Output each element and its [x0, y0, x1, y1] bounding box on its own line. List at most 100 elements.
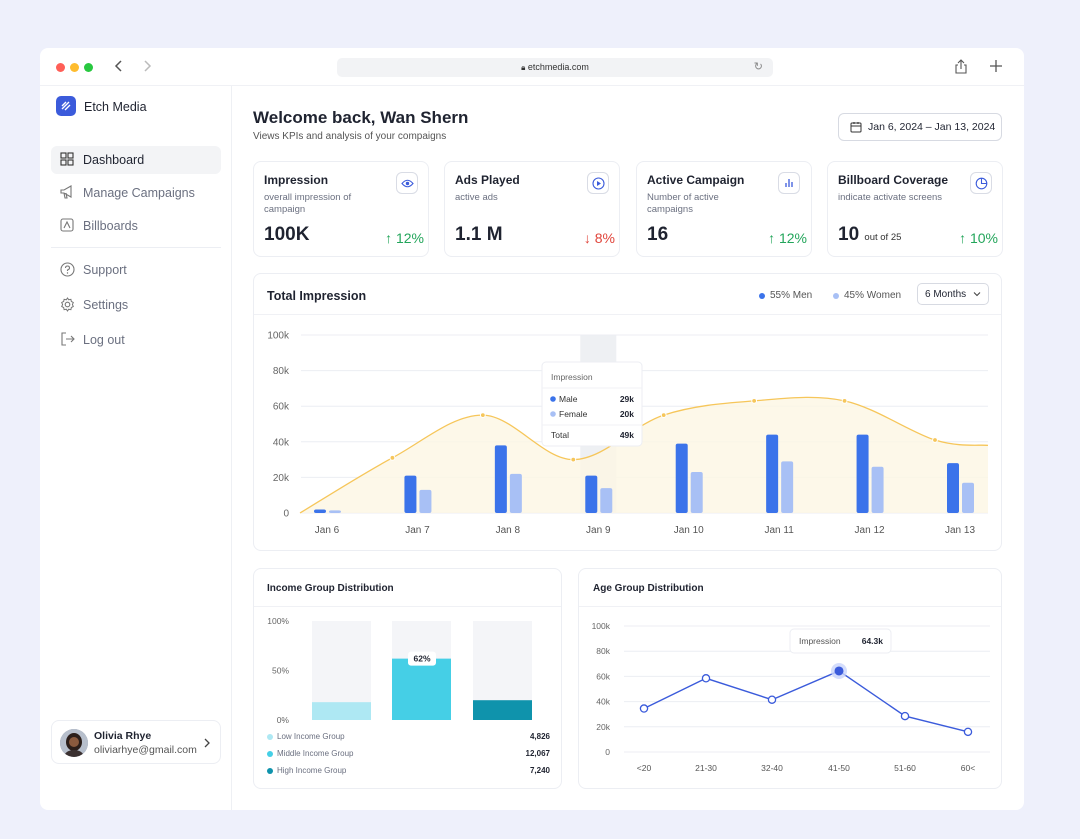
nav-support[interactable]: Support — [51, 256, 221, 284]
x-tick-label: 51-60 — [894, 763, 916, 773]
legend-women: 45% Women — [833, 290, 901, 301]
nav-manage-campaigns[interactable]: Manage Campaigns — [51, 179, 221, 207]
income-bar — [392, 658, 451, 720]
total-impression-title: Total Impression — [267, 289, 367, 303]
income-badge-label: 62% — [413, 654, 430, 664]
eye-icon[interactable] — [396, 172, 418, 194]
nav-dashboard[interactable]: Dashboard — [51, 146, 221, 174]
card-header-divider — [579, 606, 1001, 607]
brand-name: Etch Media — [84, 100, 147, 114]
close-window-button[interactable] — [56, 63, 65, 72]
address-bar[interactable]: 🔒︎ etchmedia.com ↻ — [337, 58, 773, 77]
kpi-value-number: 100K — [264, 224, 310, 245]
kpi-change: ↓ 8% — [583, 230, 615, 246]
y-tick-label: 40k — [596, 697, 610, 707]
income-title: Income Group Distribution — [267, 583, 394, 594]
chart-tooltip: Impression Male 29k Female 20k Total 49k — [541, 361, 643, 447]
legend-men-label: 55% Men — [770, 290, 813, 301]
forward-icon[interactable] — [141, 58, 153, 79]
x-tick-label: <20 — [637, 763, 652, 773]
date-range-label: Jan 6, 2024 – Jan 13, 2024 — [868, 121, 996, 133]
minimize-window-button[interactable] — [70, 63, 79, 72]
tooltip-total-label: Total — [551, 430, 569, 440]
kpi-subtitle: Number of active campaigns — [647, 192, 719, 215]
kpi-value: 1.1 M — [455, 224, 503, 246]
x-tick-label: Jan 13 — [945, 525, 975, 536]
brand-logo[interactable] — [56, 96, 76, 116]
maximize-window-button[interactable] — [84, 63, 93, 72]
bar-male — [494, 445, 507, 513]
nav-billboards[interactable]: Billboards — [51, 212, 221, 240]
tooltip-title: Impression — [551, 372, 593, 382]
kpi-card-active-campaign: Active Campaign Number of active campaig… — [636, 161, 812, 257]
kpi-title: Billboard Coverage — [838, 173, 949, 187]
age-chart: 0 20k 40k 60k 80k 100k <20 21-30 32-40 41-50 51-60… — [592, 621, 990, 773]
kpi-card-impression: Impression overall impression of campaig… — [253, 161, 429, 257]
bar-female — [509, 473, 522, 513]
kpi-value: 16 — [647, 224, 668, 246]
user-card[interactable]: Olivia Rhye oliviarhye@gmail.com — [51, 720, 221, 764]
gear-icon — [60, 297, 76, 313]
reload-icon[interactable]: ↻ — [753, 61, 763, 73]
income-distribution-card: Income Group Distribution 0% 50% 100% 62% L… — [253, 568, 562, 789]
tooltip-male-value: 29k — [620, 394, 634, 404]
kpi-card-billboard-coverage: Billboard Coverage indicate activate scr… — [827, 161, 1003, 257]
avatar — [60, 729, 88, 757]
new-tab-icon[interactable] — [989, 59, 1003, 78]
bar-female — [871, 466, 884, 513]
tooltip-box — [789, 628, 892, 654]
income-badge-box — [408, 651, 436, 666]
tooltip-female-value: 20k — [620, 409, 634, 419]
date-range-picker[interactable]: Jan 6, 2024 – Jan 13, 2024 — [838, 113, 1002, 141]
nav-billboards-label: Billboards — [83, 219, 138, 233]
kpi-subtitle: indicate activate screens — [838, 192, 943, 203]
nav-settings[interactable]: Settings — [51, 291, 221, 319]
y-tick-label: 0% — [277, 715, 290, 725]
kpi-value-number: 1.1 M — [455, 224, 503, 245]
bar-male — [856, 434, 869, 513]
user-name: Olivia Rhye — [94, 730, 152, 742]
impression-point — [660, 412, 667, 418]
kpi-subtitle: active ads — [455, 192, 498, 203]
bar-female — [962, 482, 974, 513]
period-select[interactable]: 6 Months — [917, 283, 989, 305]
x-tick-label: Jan 10 — [674, 525, 704, 536]
age-point — [639, 704, 649, 713]
impression-point — [932, 437, 938, 443]
legend-row-middle-income: Middle Income Group 12,067 — [267, 748, 550, 765]
bar-female — [419, 489, 432, 513]
nav-settings-label: Settings — [83, 298, 129, 312]
kpi-title: Impression — [264, 173, 329, 187]
legend-men-swatch — [759, 292, 765, 299]
age-distribution-card: Age Group Distribution 0 20k 40k 60k 80k 100k… — [578, 568, 1002, 789]
legend-swatch — [267, 751, 273, 757]
x-tick-label: 21-30 — [695, 763, 717, 773]
kpi-value: 10 out of 25 — [838, 224, 901, 246]
y-tick-label: 100% — [267, 616, 289, 626]
legend-value: 12,067 — [525, 749, 550, 758]
bar-male — [766, 434, 779, 513]
nav-logout[interactable]: Log out — [51, 326, 221, 354]
tooltip-label: Impression — [799, 636, 841, 646]
sidebar: Etch Media Dashboard Manage Campaigns Bi… — [40, 86, 232, 810]
kpi-value-number: 10 — [838, 224, 860, 245]
legend-women-label: 45% Women — [844, 290, 902, 301]
tooltip-value: 64.3k — [862, 636, 884, 646]
tooltip-female-swatch — [550, 411, 556, 417]
play-circle-icon[interactable] — [587, 172, 609, 194]
nav-dashboard-label: Dashboard — [83, 153, 145, 167]
impression-point — [389, 454, 396, 461]
y-tick-label: 100k — [592, 621, 611, 631]
back-icon[interactable] — [113, 58, 125, 79]
x-tick-label: Jan 7 — [405, 525, 430, 536]
bar-female — [329, 510, 341, 513]
kpi-value-number: 16 — [647, 224, 669, 245]
impression-point — [751, 397, 758, 404]
card-header-divider — [254, 314, 1001, 315]
pie-chart-icon[interactable] — [970, 172, 992, 194]
share-icon[interactable] — [954, 59, 968, 80]
y-tick-label: 50% — [272, 666, 289, 676]
x-tick-label: Jan 8 — [496, 525, 521, 536]
impression-point — [841, 397, 848, 404]
bar-chart-icon[interactable] — [778, 172, 800, 194]
